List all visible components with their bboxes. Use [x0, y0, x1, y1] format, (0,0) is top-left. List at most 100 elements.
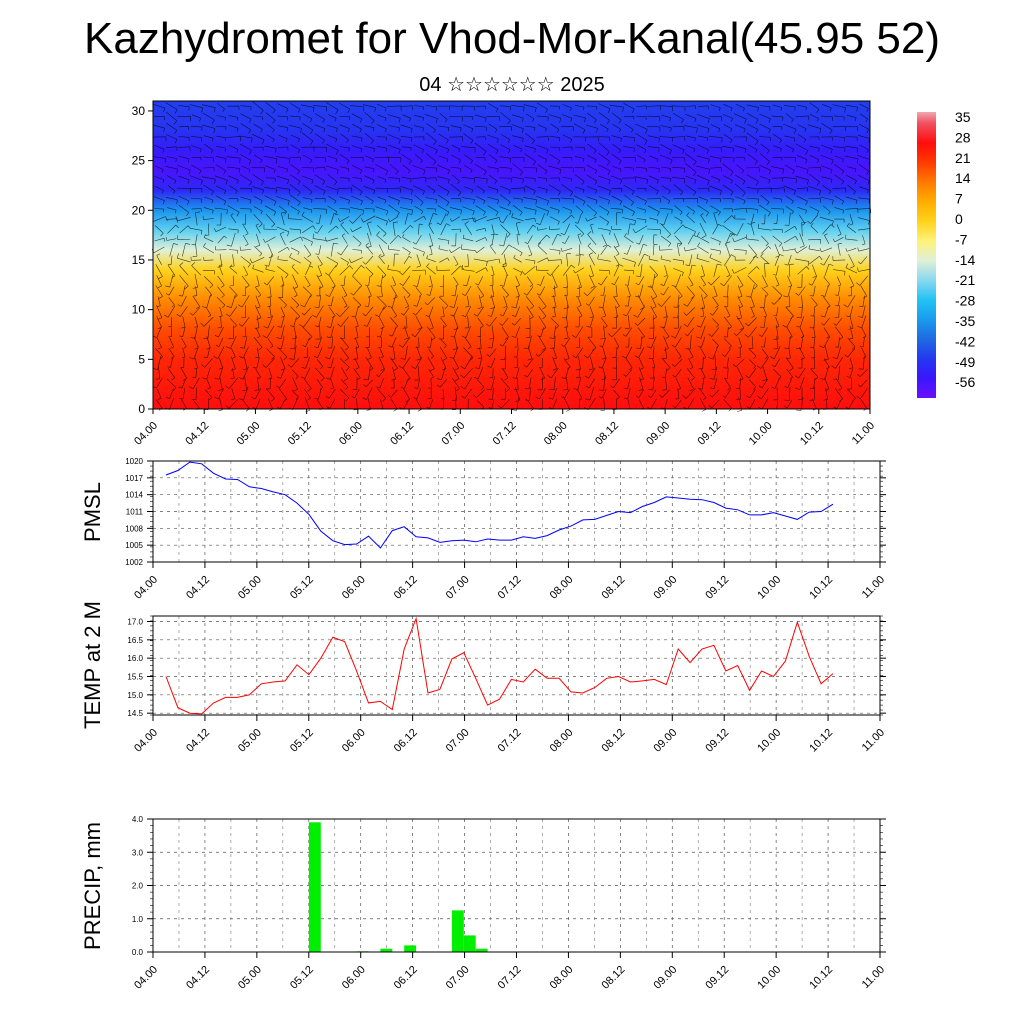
x-tick-label: 06.12 — [392, 964, 420, 992]
x-tick-label: 10.12 — [807, 574, 835, 602]
wind-barbs-path — [151, 101, 872, 413]
x-tick-label: 09.12 — [696, 420, 724, 448]
y-tick-label: 17.0 — [127, 618, 143, 627]
y-tick-label: 1011 — [126, 508, 144, 517]
colorbar-label: 0 — [955, 211, 963, 227]
x-tick-label: 11.00 — [860, 964, 887, 991]
y-tick-label: 14.5 — [127, 709, 143, 718]
x-tick-label: 07.12 — [496, 574, 524, 602]
x-tick-label: 10.00 — [755, 964, 783, 992]
y-axis-label: PMSL — [80, 482, 105, 542]
x-tick-label: 05.00 — [236, 727, 264, 755]
x-tick-label: 09.00 — [644, 420, 672, 448]
x-tick-label: 05.12 — [288, 574, 316, 602]
y-tick-label: 2.0 — [132, 882, 144, 891]
colorbar-label: -42 — [955, 333, 975, 349]
chart-subtitle: 04 ☆☆☆☆☆☆ 2025 — [419, 74, 605, 96]
colorbar-fill — [917, 112, 936, 398]
colorbar-label: 35 — [955, 109, 971, 125]
x-tick-label: 08.12 — [593, 420, 621, 448]
x-tick-label: 04.00 — [132, 727, 160, 755]
x-tick-label: 04.00 — [132, 574, 160, 602]
precip-bar — [308, 822, 321, 952]
precip-bar — [475, 948, 488, 952]
y-tick-label: 1.0 — [132, 915, 144, 924]
x-tick-label: 09.00 — [651, 964, 679, 992]
x-tick-label: 07.00 — [444, 574, 472, 602]
precip-bar — [451, 910, 464, 952]
colorbar-label: -14 — [955, 252, 975, 268]
y-tick-label: 16.5 — [127, 636, 143, 645]
chart-title: Kazhydromet for Vhod-Mor-Kanal(45.95 52) — [84, 14, 940, 63]
temperature-panel: 04.00 04.12 05.00 05.12 06.00 06.12 07.00 07.12… — [80, 601, 887, 755]
x-tick-label: 09.00 — [651, 574, 679, 602]
x-tick-label: 04.12 — [184, 964, 212, 992]
cross-section-panel: 0 5 10 15 20 25 30 04.00 04.12 05.00 05.12 06.00 06.… — [132, 100, 975, 448]
y-tick-label: 16.0 — [127, 654, 143, 663]
x-tick-label: 04.00 — [132, 964, 160, 992]
x-tick-label: 11.00 — [860, 574, 887, 601]
pmsl-panel: 04.00 04.12 05.00 05.12 06.00 06.12 07.00 07.12… — [80, 457, 887, 602]
x-tick-label: 08.12 — [600, 964, 628, 992]
pmsl-frame — [152, 460, 881, 563]
x-tick-label: 09.12 — [703, 574, 731, 602]
y-tick-label: 1014 — [125, 491, 143, 500]
y-tick-label: 25 — [132, 154, 146, 168]
x-tick-label: 09.00 — [651, 727, 679, 755]
y-tick-label: 0 — [138, 402, 145, 416]
x-tick-label: 08.00 — [548, 727, 576, 755]
y-axis-label: PRECIP, mm — [80, 822, 105, 950]
x-tick-label: 07.12 — [491, 420, 519, 448]
colorbar-label: 21 — [955, 150, 971, 166]
x-tick-label: 10.00 — [747, 420, 775, 448]
temperature-series-line — [165, 616, 834, 715]
precip-frame — [152, 818, 881, 953]
x-tick-label: 10.12 — [807, 727, 835, 755]
colorbar-label: -7 — [955, 231, 968, 247]
x-tick-label: 06.12 — [388, 420, 416, 448]
x-tick-label: 07.00 — [444, 727, 472, 755]
x-tick-label: 07.00 — [439, 420, 467, 448]
y-tick-label: 15.0 — [127, 691, 143, 700]
x-tick-label: 06.00 — [337, 420, 365, 448]
precip-bar — [463, 935, 476, 952]
x-tick-label: 08.00 — [548, 964, 576, 992]
y-axis-label: TEMP at 2 M — [80, 601, 105, 729]
colorbar-label: -56 — [955, 374, 975, 390]
y-tick-label: 3.0 — [132, 848, 144, 857]
y-tick-label: 1017 — [125, 474, 143, 483]
x-tick-label: 06.00 — [340, 727, 368, 755]
x-tick-label: 05.12 — [286, 420, 314, 448]
precip-panel: 04.00 04.12 05.00 05.12 06.00 06.12 07.00 07.12… — [80, 815, 887, 992]
x-tick-label: 08.12 — [600, 727, 628, 755]
x-tick-label: 05.12 — [288, 964, 316, 992]
x-tick-label: 10.12 — [798, 420, 826, 448]
x-tick-label: 06.00 — [340, 574, 368, 602]
colorbar-label: -35 — [955, 313, 975, 329]
y-tick-label: 30 — [132, 104, 146, 118]
colorbar-label: 14 — [955, 170, 971, 186]
x-tick-label: 05.00 — [235, 420, 263, 448]
y-tick-label: 15.5 — [127, 673, 143, 682]
x-tick-label: 08.00 — [548, 574, 576, 602]
x-tick-label: 05.00 — [236, 964, 264, 992]
y-tick-label: 1020 — [125, 457, 143, 466]
y-tick-label: 1008 — [125, 524, 143, 533]
x-tick-label: 07.12 — [496, 727, 524, 755]
x-tick-label: 10.00 — [755, 574, 783, 602]
colorbar-label: 7 — [955, 191, 963, 207]
x-tick-label: 10.00 — [755, 727, 783, 755]
colorbar-label: -21 — [955, 272, 975, 288]
x-tick-label: 06.12 — [392, 574, 420, 602]
wind-vectors — [151, 101, 872, 413]
x-tick-label: 04.12 — [183, 420, 211, 448]
x-tick-label: 09.12 — [703, 727, 731, 755]
x-tick-label: 04.00 — [132, 420, 160, 448]
y-tick-label: 1005 — [125, 541, 143, 550]
x-tick-label: 09.12 — [703, 964, 731, 992]
y-tick-label: 4.0 — [132, 815, 144, 824]
x-tick-label: 10.12 — [807, 964, 835, 992]
x-tick-label: 05.00 — [236, 574, 264, 602]
precip-bar — [404, 945, 417, 953]
